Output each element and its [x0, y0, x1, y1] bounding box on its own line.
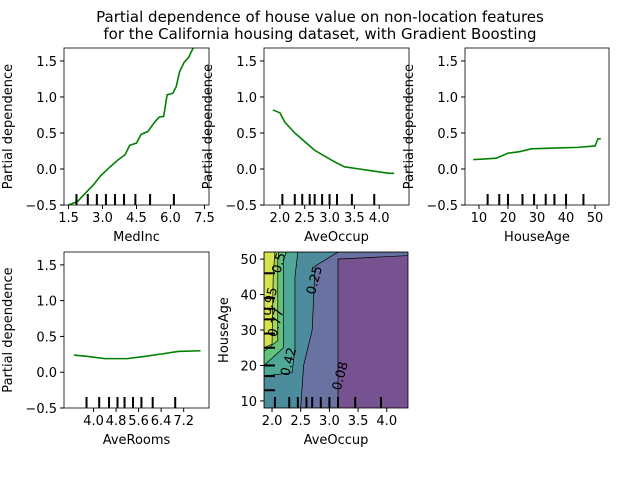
contour-label: 0.08: [330, 360, 352, 392]
axes-frame: [63, 47, 210, 206]
figure-title-line-2: for the California housing dataset, with…: [103, 25, 537, 43]
x-tick-label: 5.6: [128, 414, 149, 429]
y-tick-label: 1.0: [36, 295, 57, 310]
y-tick-label: 10: [240, 395, 257, 410]
x-axis-label: MedInc: [113, 230, 160, 245]
x-tick-label: 2.5: [290, 414, 311, 429]
plot-area: 0.080.250.420.590.770.95: [264, 252, 408, 408]
y-tick-label: −0.5: [426, 199, 458, 214]
x-tick-label: 6.4: [151, 414, 172, 429]
x-tick-label: 3.5: [344, 211, 365, 226]
partial-dependence-line: [68, 48, 194, 205]
x-tick-label: 30: [529, 211, 546, 226]
y-tick-label: 0.5: [437, 127, 458, 142]
x-axis-label: HouseAge: [504, 230, 570, 245]
y-tick-label: −0.5: [25, 199, 57, 214]
y-tick-label: 40: [240, 289, 257, 304]
x-tick-label: 4.0: [369, 211, 390, 226]
y-tick-label: 1.5: [36, 259, 57, 274]
plot-area: [473, 137, 601, 205]
y-tick-label: 20: [240, 359, 257, 374]
x-tick-label: 50: [587, 211, 604, 226]
axes-frame: [263, 47, 410, 206]
x-tick-label: 6.0: [160, 211, 181, 226]
y-axis-label: Partial dependence: [402, 64, 417, 189]
y-tick-label: 1.5: [236, 55, 257, 70]
y-tick-label: 0.5: [36, 330, 57, 345]
x-tick-label: 3.0: [92, 211, 113, 226]
x-axis-label: AveOccup: [304, 433, 369, 448]
subplot-1: 1.5 3.0 4.5 6.0 7.5 −0.5 0.0 0.5 1.0 1.5 MedInc Par…: [1, 47, 215, 245]
subplot-2: 2.0 2.5 3.0 3.5 4.0 −0.5 0.0 0.5 1.0 1.5 AveOccup P…: [201, 47, 410, 245]
x-axis-label: AveRooms: [103, 433, 171, 448]
y-tick-label: 0.5: [236, 127, 257, 142]
y-tick-label: 1.0: [36, 91, 57, 106]
subplot-4: 4.0 4.8 5.6 6.4 7.2 −0.5 0.0 0.5 1.0 1.5 AveRooms P…: [1, 251, 210, 448]
y-tick-label: 0.0: [437, 163, 458, 178]
y-tick-label: −0.5: [25, 402, 57, 417]
x-tick-label: 4.0: [83, 414, 104, 429]
x-axis-label: AveOccup: [304, 230, 369, 245]
partial-dependence-line: [272, 109, 395, 175]
y-tick-label: 1.5: [36, 55, 57, 70]
x-tick-label: 20: [500, 211, 517, 226]
x-tick-label: 4.8: [106, 414, 127, 429]
contour-level-0.95: [264, 252, 276, 349]
y-tick-label: 1.0: [236, 91, 257, 106]
x-tick-label: 2.0: [270, 211, 291, 226]
x-tick-label: 2.5: [294, 211, 315, 226]
y-tick-label: 0.0: [236, 163, 257, 178]
plot-area: [272, 109, 395, 205]
partial-dependence-line: [473, 137, 601, 161]
x-tick-label: 10: [471, 211, 488, 226]
x-tick-label: 3.0: [319, 211, 340, 226]
y-tick-label: 0.0: [36, 366, 57, 381]
y-tick-label: 1.5: [437, 55, 458, 70]
y-axis-label: Partial dependence: [1, 64, 16, 189]
y-tick-label: 50: [240, 253, 257, 268]
y-axis-label: HouseAge: [217, 297, 232, 363]
figure-title-line-1: Partial dependence of house value on non…: [96, 8, 544, 26]
x-tick-label: 40: [558, 211, 575, 226]
y-axis-label: Partial dependence: [1, 267, 16, 392]
contour-label: 0.77: [266, 307, 288, 339]
y-tick-label: 0.0: [36, 163, 57, 178]
y-axis-label: Partial dependence: [201, 64, 216, 189]
x-tick-label: 3.5: [348, 414, 369, 429]
x-tick-label: 3.0: [319, 414, 340, 429]
subplot-5: 0.080.250.420.590.770.952.0 2.5 3.0 3.5 4.01…: [217, 251, 409, 448]
plot-area: [68, 48, 194, 205]
y-tick-label: 1.0: [437, 91, 458, 106]
x-tick-label: 4.0: [376, 414, 397, 429]
y-tick-label: −0.5: [225, 199, 257, 214]
axes-frame: [464, 47, 610, 206]
axes-frame: [63, 251, 210, 409]
x-tick-label: 7.2: [173, 414, 194, 429]
x-tick-label: 1.5: [58, 211, 79, 226]
plot-area: [73, 349, 201, 408]
x-tick-label: 2.0: [262, 414, 283, 429]
contour-label: 0.42: [278, 346, 300, 378]
partial-dependence-line: [73, 349, 201, 360]
y-tick-label: 30: [240, 324, 257, 339]
x-tick-label: 4.5: [126, 211, 147, 226]
contour-label: 0.25: [304, 264, 326, 296]
subplot-3: 10 20 30 40 50 −0.5 0.0 0.5 1.0 1.5 HouseAge Partia…: [402, 47, 610, 245]
y-tick-label: 0.5: [36, 127, 57, 142]
x-tick-label: 7.5: [194, 211, 215, 226]
